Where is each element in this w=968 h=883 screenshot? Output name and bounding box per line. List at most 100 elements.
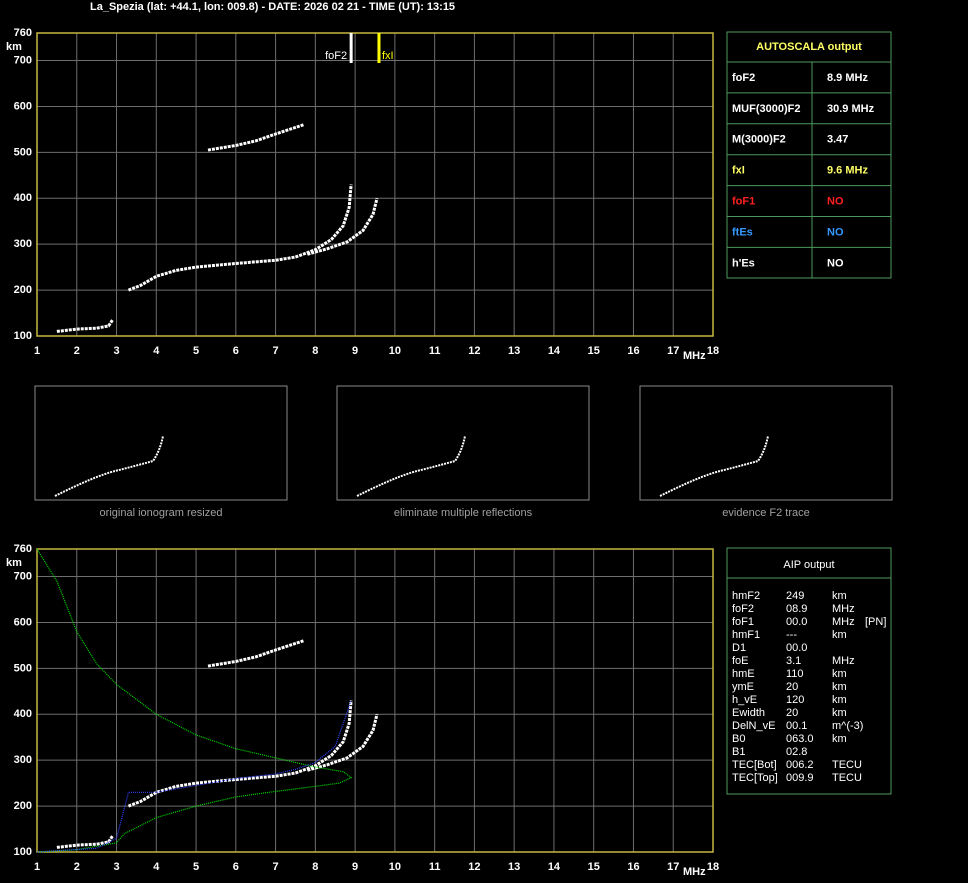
y-tick-label: 100	[14, 330, 32, 342]
y-tick-label: 400	[14, 192, 32, 204]
aip-cell: foE	[732, 655, 749, 667]
aip-cell: h_vE	[732, 694, 757, 706]
aip-cell: 00.1	[786, 720, 807, 732]
aip-cell: MHz	[832, 603, 855, 615]
y-tick-label: 300	[14, 238, 32, 250]
autoscala-value: 8.9 MHz	[827, 72, 868, 84]
aip-cell: 02.8	[786, 746, 807, 758]
x-tick-label: 16	[627, 861, 639, 873]
aip-cell: foF2	[732, 603, 754, 615]
aip-cell: 249	[786, 590, 804, 602]
autoscala-label: fxI	[732, 165, 745, 177]
autoscala-label: foF2	[732, 72, 755, 84]
aip-cell: km	[832, 681, 847, 693]
aip-cell: B0	[732, 733, 745, 745]
x-tick-label: 3	[113, 861, 119, 873]
trace	[207, 639, 304, 668]
aip-cell: km	[832, 733, 847, 745]
aip-cell: 009.9	[786, 772, 814, 784]
x-tick-label: 4	[153, 861, 160, 873]
autoscala-label: foF1	[732, 196, 755, 208]
trace	[56, 835, 114, 849]
x-tick-label: 17	[667, 861, 679, 873]
aip-cell: 00.0	[786, 616, 807, 628]
y-tick-label: 200	[14, 284, 32, 296]
aip-cell: 08.9	[786, 603, 807, 615]
aip-cell: 00.0	[786, 642, 807, 654]
autoscala-value: NO	[827, 226, 844, 238]
x-tick-label: 17	[667, 345, 679, 357]
aip-cell: km	[832, 629, 847, 641]
x-tick-label: 5	[193, 861, 199, 873]
x-tick-label: 4	[153, 345, 160, 357]
x-tick-label: 18	[707, 861, 719, 873]
aip-cell: MHz	[832, 616, 855, 628]
aip-cell: hmF2	[732, 590, 760, 602]
aip-cell: ymE	[732, 681, 754, 693]
trace	[36, 700, 352, 853]
plot-frame	[36, 32, 714, 337]
autoscala-value: NO	[827, 196, 844, 208]
autoscala-value: 30.9 MHz	[827, 103, 875, 115]
x-tick-label: 11	[429, 861, 441, 873]
x-tick-label: 6	[233, 345, 239, 357]
aip-cell: 120	[786, 694, 804, 706]
x-tick-label: 18	[707, 345, 719, 357]
x-tick-label: 8	[312, 345, 318, 357]
x-tick-label: 7	[273, 345, 279, 357]
aip-cell: 20	[786, 681, 798, 693]
aip-cell: DelN_vE	[732, 720, 775, 732]
y-tick-label: 700	[14, 54, 32, 66]
x-axis-label: MHz	[683, 350, 706, 362]
aip-cell: 20	[786, 707, 798, 719]
x-tick-label: 9	[352, 861, 358, 873]
aip-cell: 3.1	[786, 655, 801, 667]
x-tick-label: 16	[627, 345, 639, 357]
annotation-label: foF2	[325, 50, 347, 62]
thumbnail-trace	[356, 435, 466, 497]
aip-title: AIP output	[783, 559, 834, 571]
thumbnail-trace	[659, 435, 769, 497]
aip-cell: TEC[Bot]	[732, 759, 777, 771]
trace	[56, 319, 114, 333]
y-tick-label: 500	[14, 662, 32, 674]
x-tick-label: 7	[273, 861, 279, 873]
thumbnail-trace	[54, 435, 164, 497]
y-tick-label: 760	[14, 543, 32, 555]
trace	[306, 713, 379, 772]
x-tick-label: 10	[389, 861, 401, 873]
aip-cell: km	[832, 590, 847, 602]
aip-cell: TECU	[832, 759, 862, 771]
y-tick-label: 100	[14, 846, 32, 858]
x-tick-label: 15	[588, 345, 600, 357]
y-tick-label: 400	[14, 708, 32, 720]
x-tick-label: 8	[312, 861, 318, 873]
autoscala-value: NO	[827, 257, 844, 269]
aip-cell: 063.0	[786, 733, 814, 745]
trace	[127, 184, 353, 292]
aip-cell: hmE	[732, 668, 755, 680]
thumbnail-caption: original ionogram resized	[100, 507, 223, 519]
y-axis-label: km	[6, 557, 22, 569]
aip-cell: 110	[786, 668, 804, 680]
y-axis-label: km	[6, 41, 22, 53]
autoscala-label: MUF(3000)F2	[732, 103, 800, 115]
autoscala-value: 3.47	[827, 134, 848, 146]
x-axis-label: MHz	[683, 866, 706, 878]
aip-cell: ---	[786, 629, 797, 641]
x-tick-label: 10	[389, 345, 401, 357]
y-tick-label: 600	[14, 616, 32, 628]
aip-cell: MHz	[832, 655, 855, 667]
aip-cell: hmF1	[732, 629, 760, 641]
header-title: La_Spezia (lat: +44.1, lon: 009.8) - DAT…	[90, 1, 455, 13]
aip-box	[726, 547, 892, 795]
y-tick-label: 760	[14, 27, 32, 39]
x-tick-label: 3	[113, 345, 119, 357]
aip-cell: foF1	[732, 616, 754, 628]
autoscala-title: AUTOSCALA output	[756, 41, 862, 53]
y-tick-label: 700	[14, 570, 32, 582]
y-tick-label: 200	[14, 800, 32, 812]
aip-cell: B1	[732, 746, 745, 758]
